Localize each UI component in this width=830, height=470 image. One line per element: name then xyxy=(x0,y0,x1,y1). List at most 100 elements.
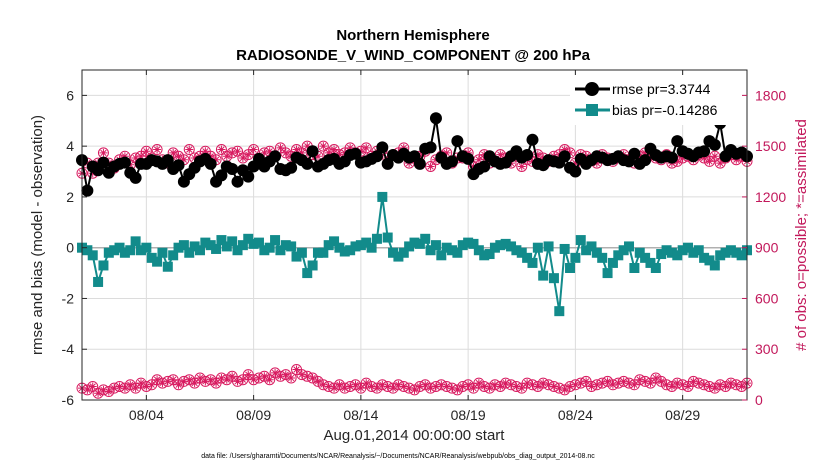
obs-assimilated-point xyxy=(694,379,703,388)
x-tick-label: 08/14 xyxy=(343,407,378,423)
obs-assimilated-point xyxy=(238,375,247,384)
bias-point xyxy=(452,247,463,258)
obs-assimilated-point xyxy=(346,382,355,391)
bias-point xyxy=(570,252,581,263)
bias-point xyxy=(237,240,248,251)
obs-assimilated-point xyxy=(394,380,403,389)
obs-assimilated-point xyxy=(651,374,660,382)
bias-point xyxy=(699,252,710,263)
rmse-point xyxy=(521,149,534,162)
obs-assimilated-point xyxy=(297,370,306,379)
obs-assimilated-point xyxy=(426,162,435,171)
bias-point xyxy=(575,235,586,246)
obs-assimilated-point xyxy=(533,150,542,159)
legend-rmse-label: rmse pr=3.3744 xyxy=(612,81,711,97)
legend-rmse-marker xyxy=(585,82,599,96)
obs-assimilated-point xyxy=(716,159,725,168)
obs-assimilated-point xyxy=(131,154,140,162)
bias-point xyxy=(307,260,318,271)
obs-assimilated-point xyxy=(99,385,108,394)
bias-point xyxy=(382,232,393,243)
rmse-point xyxy=(129,171,142,184)
obs-assimilated-point xyxy=(598,379,607,388)
bias-point xyxy=(184,247,195,258)
obs-assimilated-point xyxy=(710,384,719,393)
obs-assimilated-point xyxy=(705,157,714,166)
obs-assimilated-point xyxy=(721,382,730,391)
obs-assimilated-point xyxy=(732,380,741,389)
obs-assimilated-point xyxy=(625,379,634,388)
obs-assimilated-point xyxy=(330,145,339,154)
rmse-point xyxy=(446,155,459,168)
obs-assimilated-point xyxy=(405,384,414,393)
bias-point xyxy=(141,242,152,253)
y-tick-label: 6 xyxy=(66,87,74,103)
obs-assimilated-point xyxy=(737,382,746,391)
obs-assimilated-point xyxy=(678,154,687,162)
bias-point xyxy=(666,247,677,258)
obs-assimilated-point xyxy=(544,380,553,389)
bias-point xyxy=(677,245,688,256)
obs-assimilated-point xyxy=(592,159,601,168)
bias-point xyxy=(565,263,576,273)
obs-assimilated-point xyxy=(276,372,285,381)
rmse-point xyxy=(215,169,228,182)
bias-point xyxy=(393,251,404,262)
obs-assimilated-point xyxy=(710,152,719,161)
obs-assimilated-point xyxy=(619,377,628,386)
obs-assimilated-point xyxy=(431,382,440,391)
obs-assimilated-point xyxy=(324,382,333,391)
obs-assimilated-point xyxy=(126,380,135,389)
obs-assimilated-point xyxy=(292,145,301,154)
bias-point xyxy=(634,247,645,258)
obs-assimilated-point xyxy=(83,385,92,394)
obs-assimilated-point xyxy=(313,377,322,386)
obs-assimilated-point xyxy=(700,380,709,389)
y-right-tick-label: 900 xyxy=(755,240,779,256)
bias-point xyxy=(168,250,179,261)
obs-assimilated-point xyxy=(507,380,516,389)
y-right-tick-label: 1500 xyxy=(755,138,786,154)
obs-assimilated-point xyxy=(292,365,301,374)
obs-assimilated-point xyxy=(297,148,306,157)
bias-point xyxy=(420,233,431,244)
bias-point xyxy=(688,247,699,258)
bias-point xyxy=(468,238,479,249)
obs-assimilated-point xyxy=(131,384,140,393)
y-right-tick-label: 1800 xyxy=(755,87,786,103)
obs-assimilated-point xyxy=(88,382,97,391)
bias-point xyxy=(656,249,667,260)
bias-point xyxy=(221,241,232,252)
rmse-point xyxy=(269,150,282,163)
obs-assimilated-point xyxy=(217,145,226,154)
bias-point xyxy=(253,237,264,248)
obs-assimilated-point xyxy=(410,385,419,394)
bias-point xyxy=(398,247,409,258)
y-axis-label: rmse and bias (model - observation) xyxy=(29,115,46,355)
rmse-point xyxy=(301,157,314,170)
bias-point xyxy=(693,245,704,256)
obs-assimilated-point xyxy=(185,375,194,384)
obs-assimilated-point xyxy=(319,142,328,151)
obs-assimilated-point xyxy=(303,372,312,381)
rmse-point xyxy=(569,165,582,178)
bias-point xyxy=(500,238,511,249)
x-tick-label: 08/29 xyxy=(665,407,700,423)
obs-assimilated-point xyxy=(528,380,537,389)
obs-assimilated-point xyxy=(630,380,639,389)
bias-point xyxy=(516,247,527,258)
bias-point xyxy=(119,247,130,258)
bias-point xyxy=(296,247,307,258)
rmse-point xyxy=(161,154,174,167)
bias-point xyxy=(157,247,168,258)
obs-assimilated-point xyxy=(206,375,215,384)
bias-point xyxy=(645,257,656,268)
bias-point xyxy=(602,268,613,279)
obs-assimilated-point xyxy=(179,377,188,386)
bias-point xyxy=(259,245,270,256)
bias-point xyxy=(93,276,104,287)
obs-assimilated-point xyxy=(330,384,339,393)
obs-assimilated-point xyxy=(335,150,344,159)
data-file-footnote: data file: /Users/gharamti/Documents/NCA… xyxy=(201,453,595,460)
